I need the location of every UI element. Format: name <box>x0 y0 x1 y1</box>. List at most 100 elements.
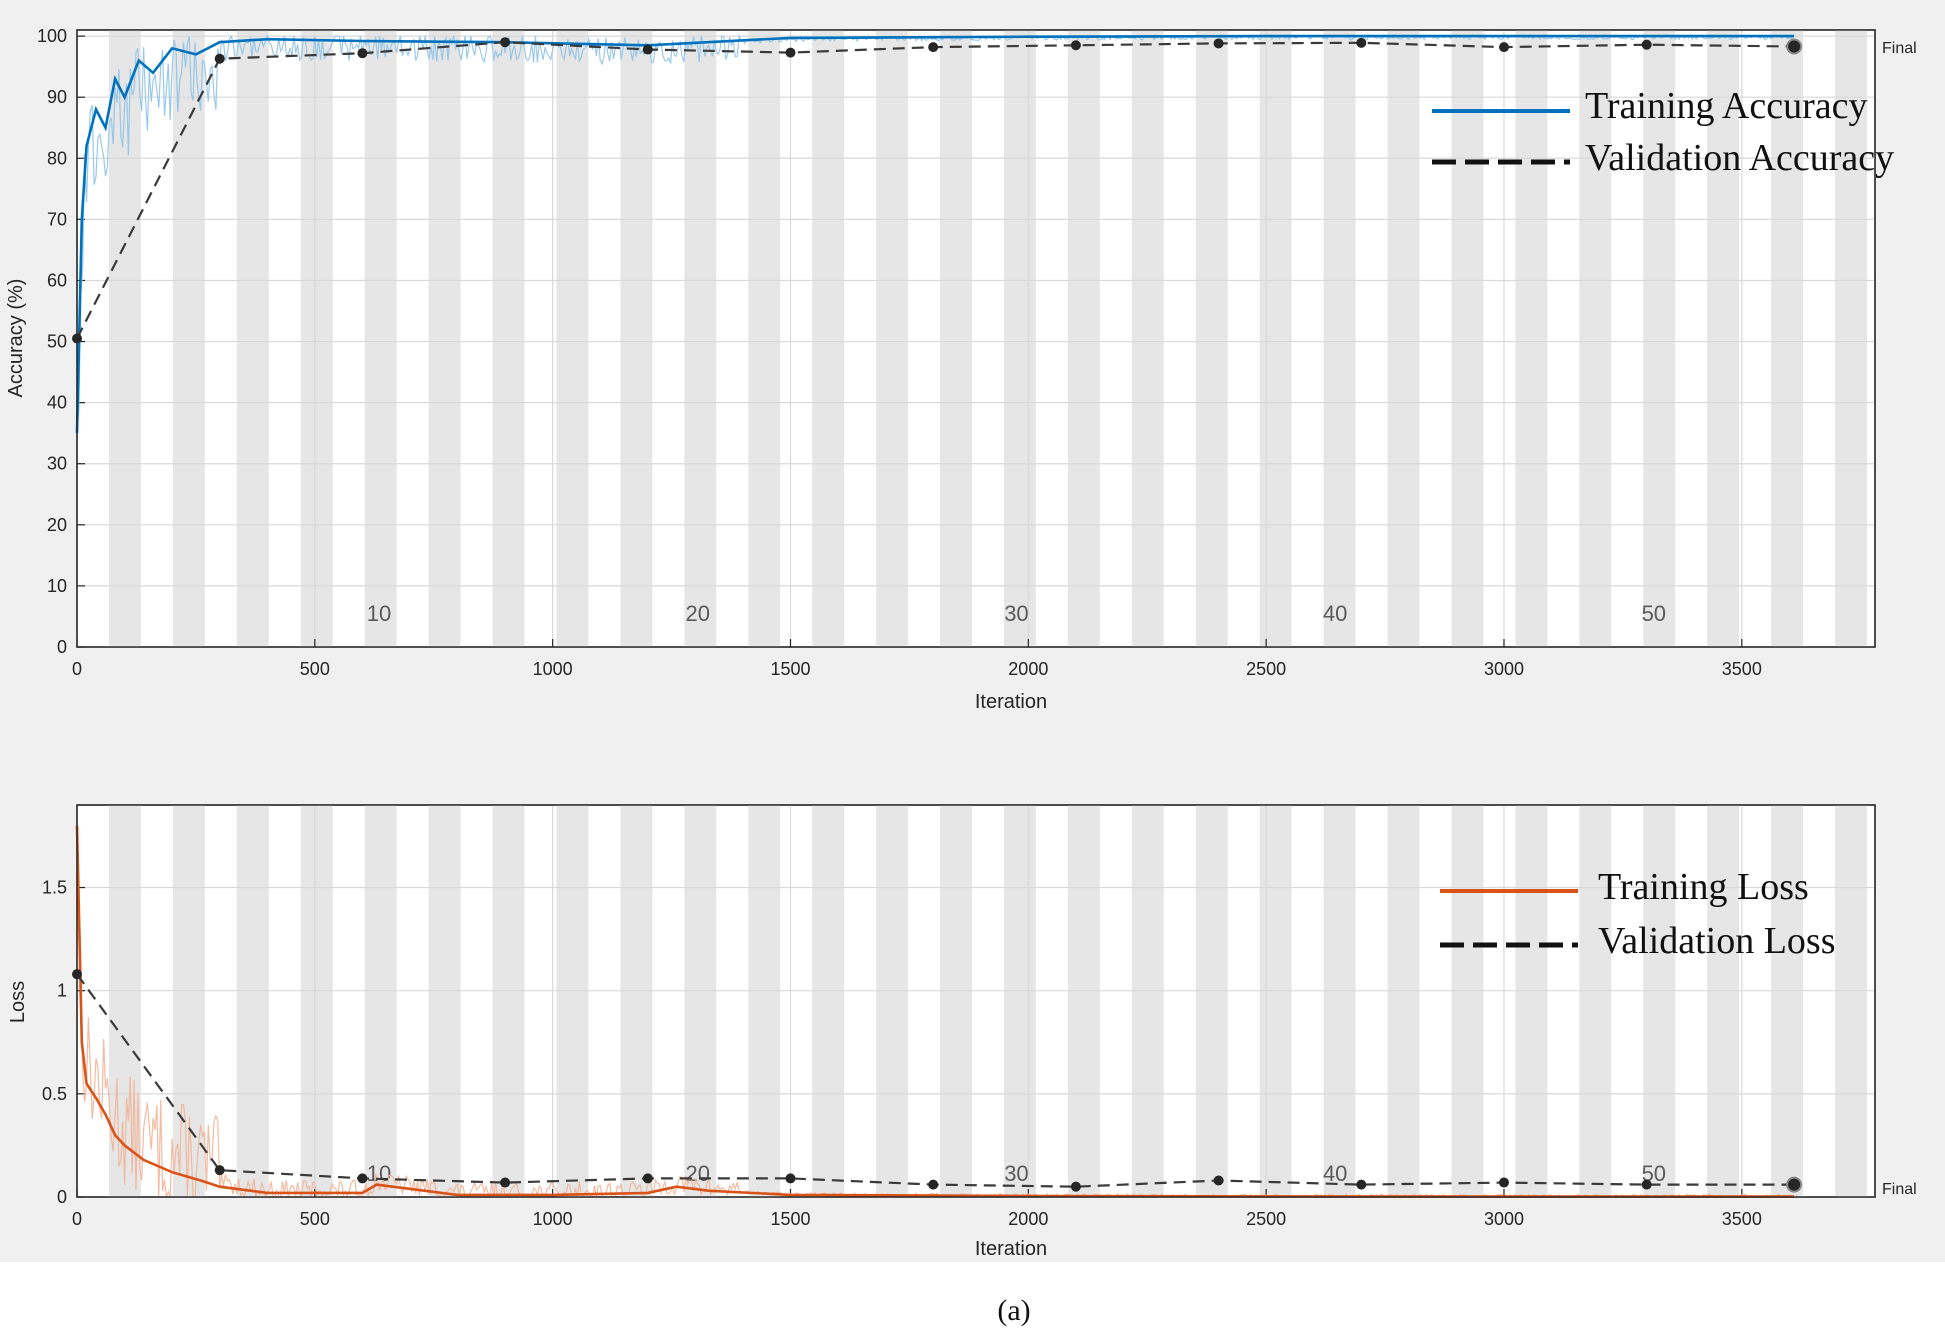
accuracy-y-tick-label: 90 <box>47 87 67 107</box>
accuracy-epoch-band <box>1195 30 1228 647</box>
loss-plot-frame <box>76 804 1876 1198</box>
loss-epoch-label: 40 <box>1323 1161 1347 1186</box>
accuracy-y-tick-label: 80 <box>47 148 67 168</box>
loss-y-axis-label: Loss <box>7 981 29 1023</box>
legend-label-validation-loss: Validation Loss <box>1598 920 1835 962</box>
accuracy-epoch-band <box>556 30 589 647</box>
loss-x-tick-label: 1500 <box>770 1209 810 1229</box>
accuracy-epoch-band <box>1643 30 1676 647</box>
accuracy-y-axis-label: Accuracy (%) <box>5 279 27 398</box>
accuracy-epoch-label: 30 <box>1004 601 1028 626</box>
accuracy-y-tick-label: 60 <box>47 270 67 290</box>
loss-validation-point <box>1213 1175 1224 1186</box>
accuracy-validation-point <box>928 42 939 53</box>
accuracy-epoch-band <box>1323 30 1356 647</box>
accuracy-x-tick-label: 2000 <box>1008 659 1048 679</box>
accuracy-epoch-band <box>1451 30 1484 647</box>
loss-y-tick-label: 1.5 <box>42 878 67 898</box>
accuracy-epoch-band <box>1771 30 1804 647</box>
accuracy-validation-point <box>1498 42 1509 53</box>
accuracy-epoch-band <box>1067 30 1100 647</box>
loss-epoch-band <box>1195 805 1228 1197</box>
loss-x-ticks: 0 500 1000 1500 2000 2500 3000 3500 <box>72 1189 1762 1229</box>
loss-validation-point <box>357 1173 368 1184</box>
loss-validation-point <box>1070 1181 1081 1192</box>
accuracy-epoch-band <box>364 30 397 647</box>
accuracy-x-tick-label: 3500 <box>1722 659 1762 679</box>
accuracy-y-tick-label: 0 <box>57 637 67 657</box>
loss-epoch-band <box>1643 805 1676 1197</box>
loss-epoch-band <box>364 805 397 1197</box>
accuracy-epoch-band <box>300 30 333 647</box>
loss-epoch-band <box>1451 805 1484 1197</box>
loss-epoch-band <box>492 805 525 1197</box>
accuracy-epoch-band <box>236 30 269 647</box>
accuracy-series <box>72 33 1803 434</box>
accuracy-validation-point <box>357 48 368 59</box>
accuracy-epoch-band <box>684 30 717 647</box>
accuracy-validation-point <box>1356 37 1367 48</box>
accuracy-y-ticks: 0 10 20 30 40 50 60 70 80 90 100 <box>37 26 85 657</box>
accuracy-y-tick-label: 50 <box>47 332 67 352</box>
accuracy-y-tick-label: 20 <box>47 515 67 535</box>
loss-x-tick-label: 0 <box>72 1209 82 1229</box>
accuracy-y-tick-label: 40 <box>47 393 67 413</box>
loss-chart: 0 0.5 1 1.5 0 500 1000 1500 2000 2500 3000 3500 10… <box>7 804 1917 1260</box>
loss-epoch-band <box>1387 805 1420 1197</box>
loss-epoch-band <box>1707 805 1740 1197</box>
loss-epoch-band <box>940 805 973 1197</box>
accuracy-epoch-bands <box>108 30 1868 647</box>
accuracy-epoch-band <box>108 30 141 647</box>
loss-epoch-band <box>1323 805 1356 1197</box>
loss-epoch-band <box>300 805 333 1197</box>
figure-caption: (a) <box>997 1294 1030 1327</box>
accuracy-y-tick-label: 100 <box>37 26 67 46</box>
loss-x-tick-label: 3000 <box>1484 1209 1524 1229</box>
loss-validation-point <box>1641 1179 1652 1190</box>
loss-epoch-band <box>748 805 781 1197</box>
loss-x-tick-label: 3500 <box>1722 1209 1762 1229</box>
loss-y-tick-label: 1 <box>57 981 67 1001</box>
accuracy-epoch-band <box>1515 30 1548 647</box>
loss-epoch-band <box>1579 805 1612 1197</box>
loss-validation-point <box>214 1165 225 1176</box>
accuracy-epoch-band <box>940 30 973 647</box>
loss-x-tick-label: 1000 <box>533 1209 573 1229</box>
accuracy-x-tick-label: 1500 <box>770 659 810 679</box>
loss-y-tick-label: 0 <box>57 1187 67 1207</box>
loss-validation-point <box>500 1177 511 1188</box>
accuracy-training-line <box>75 34 1795 434</box>
loss-training-line <box>75 825 1795 1198</box>
loss-epoch-band <box>556 805 589 1197</box>
loss-epoch-band <box>876 805 909 1197</box>
accuracy-chart: 0 10 20 30 40 50 60 70 80 90 100 0 500 1000 1500 2000 2… <box>5 26 1917 713</box>
loss-epoch-bands <box>108 805 1868 1197</box>
loss-epoch-label: 30 <box>1004 1161 1028 1186</box>
accuracy-epoch-band <box>812 30 845 647</box>
loss-epoch-band <box>1067 805 1100 1197</box>
accuracy-x-tick-label: 0 <box>72 659 82 679</box>
accuracy-y-tick-label: 70 <box>47 209 67 229</box>
accuracy-x-tick-label: 3000 <box>1484 659 1524 679</box>
accuracy-epoch-band <box>1579 30 1612 647</box>
accuracy-validation-point <box>1213 38 1224 49</box>
accuracy-validation-point <box>642 44 653 55</box>
accuracy-epoch-label: 20 <box>685 601 709 626</box>
loss-epoch-band <box>1835 805 1868 1197</box>
loss-epoch-band <box>620 805 653 1197</box>
accuracy-x-tick-label: 500 <box>300 659 330 679</box>
accuracy-epoch-band <box>492 30 525 647</box>
accuracy-validation-point <box>214 53 225 64</box>
loss-x-tick-label: 2500 <box>1246 1209 1286 1229</box>
loss-validation-point <box>642 1173 653 1184</box>
loss-epoch-band <box>1259 805 1292 1197</box>
loss-final-label: Final <box>1882 1181 1917 1198</box>
accuracy-epoch-band <box>1707 30 1740 647</box>
accuracy-epoch-band <box>876 30 909 647</box>
loss-validation-point <box>928 1179 939 1190</box>
accuracy-x-axis-label: Iteration <box>975 691 1047 713</box>
accuracy-validation-point <box>1786 38 1803 55</box>
accuracy-legend: Training Accuracy Validation Accuracy <box>1432 85 1894 179</box>
accuracy-epoch-label: 50 <box>1642 601 1666 626</box>
